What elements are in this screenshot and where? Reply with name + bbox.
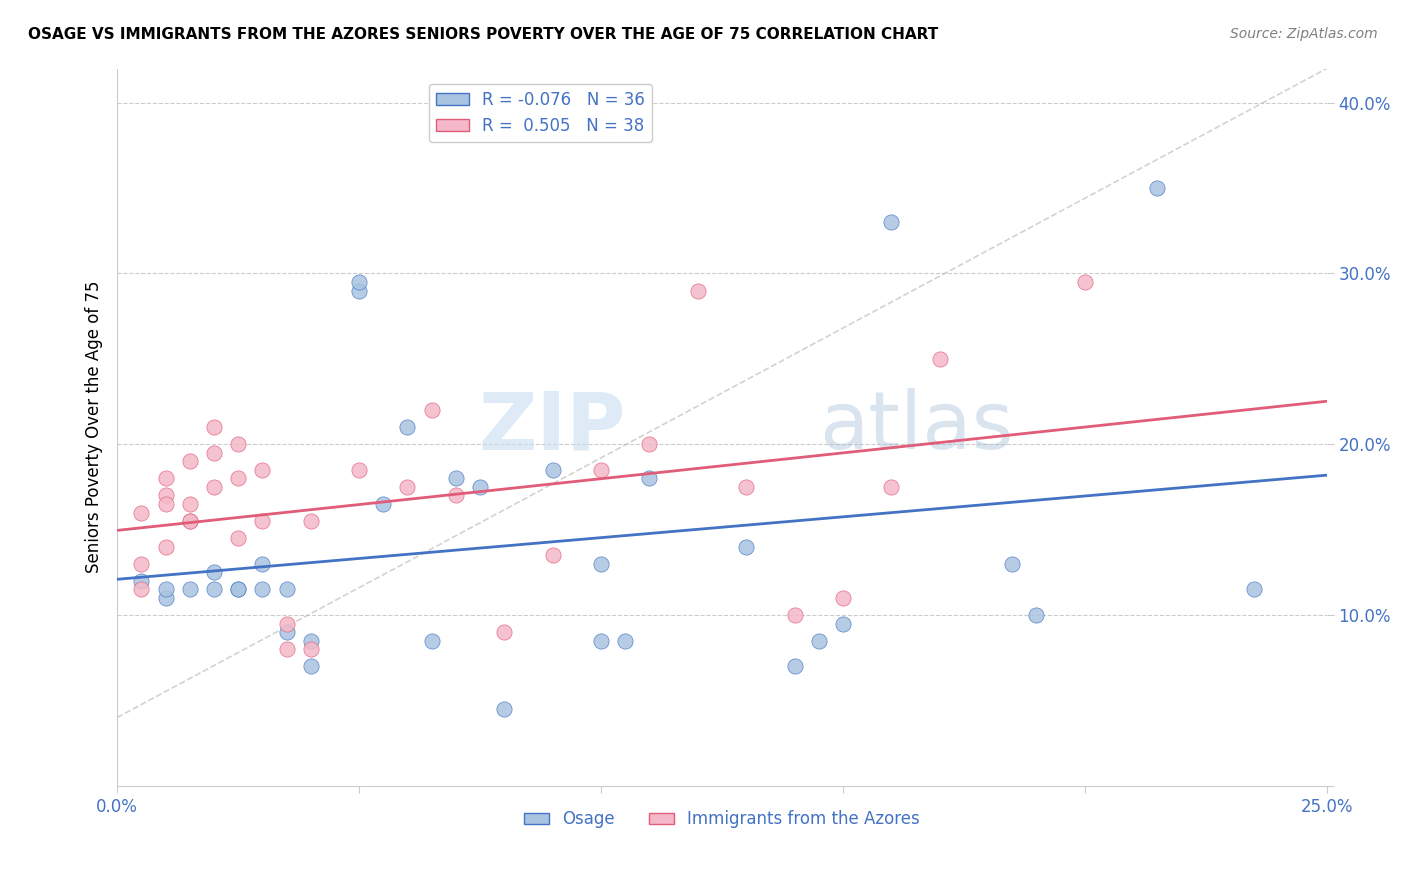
Point xyxy=(179,582,201,597)
Point xyxy=(226,582,249,597)
Point xyxy=(589,557,612,571)
Point xyxy=(373,497,395,511)
Point xyxy=(202,480,225,494)
Point xyxy=(686,284,709,298)
Point xyxy=(226,471,249,485)
Point xyxy=(420,403,443,417)
Point xyxy=(179,497,201,511)
Point xyxy=(299,659,322,673)
Point xyxy=(589,463,612,477)
Text: atlas: atlas xyxy=(818,388,1014,467)
Legend: Osage, Immigrants from the Azores: Osage, Immigrants from the Azores xyxy=(517,804,927,835)
Point xyxy=(1025,607,1047,622)
Point xyxy=(783,607,806,622)
Point xyxy=(202,446,225,460)
Point xyxy=(589,633,612,648)
Point xyxy=(347,284,370,298)
Point xyxy=(1243,582,1265,597)
Point xyxy=(638,437,661,451)
Text: ZIP: ZIP xyxy=(478,388,626,467)
Point xyxy=(494,625,516,640)
Point xyxy=(252,557,274,571)
Point xyxy=(179,514,201,528)
Point xyxy=(735,540,758,554)
Point xyxy=(131,582,153,597)
Point xyxy=(494,702,516,716)
Point xyxy=(541,463,564,477)
Text: OSAGE VS IMMIGRANTS FROM THE AZORES SENIORS POVERTY OVER THE AGE OF 75 CORRELATI: OSAGE VS IMMIGRANTS FROM THE AZORES SENI… xyxy=(28,27,938,42)
Point xyxy=(155,591,177,605)
Text: Source: ZipAtlas.com: Source: ZipAtlas.com xyxy=(1230,27,1378,41)
Point xyxy=(1001,557,1024,571)
Point xyxy=(396,480,419,494)
Point xyxy=(131,574,153,588)
Point xyxy=(444,488,467,502)
Point xyxy=(155,540,177,554)
Point xyxy=(444,471,467,485)
Point xyxy=(831,591,853,605)
Point xyxy=(1074,275,1097,289)
Point xyxy=(202,420,225,434)
Point xyxy=(299,514,322,528)
Point xyxy=(541,548,564,562)
Point xyxy=(226,582,249,597)
Point xyxy=(420,633,443,648)
Point xyxy=(202,566,225,580)
Point xyxy=(131,506,153,520)
Point xyxy=(299,642,322,657)
Point xyxy=(226,437,249,451)
Point xyxy=(131,557,153,571)
Point xyxy=(396,420,419,434)
Point xyxy=(735,480,758,494)
Point xyxy=(928,351,950,366)
Point xyxy=(614,633,637,648)
Point xyxy=(276,582,298,597)
Point xyxy=(276,625,298,640)
Point xyxy=(783,659,806,673)
Point xyxy=(155,488,177,502)
Point xyxy=(179,454,201,468)
Point xyxy=(179,514,201,528)
Point xyxy=(880,480,903,494)
Point xyxy=(299,633,322,648)
Y-axis label: Seniors Poverty Over the Age of 75: Seniors Poverty Over the Age of 75 xyxy=(86,281,103,574)
Point xyxy=(638,471,661,485)
Point xyxy=(226,531,249,545)
Point xyxy=(252,582,274,597)
Point xyxy=(276,642,298,657)
Point xyxy=(202,582,225,597)
Point xyxy=(807,633,830,648)
Point xyxy=(347,275,370,289)
Point xyxy=(880,215,903,229)
Point xyxy=(252,463,274,477)
Point xyxy=(468,480,491,494)
Point xyxy=(155,582,177,597)
Point xyxy=(276,616,298,631)
Point xyxy=(155,471,177,485)
Point xyxy=(155,497,177,511)
Point xyxy=(831,616,853,631)
Point xyxy=(347,463,370,477)
Point xyxy=(252,514,274,528)
Point xyxy=(1146,181,1168,195)
